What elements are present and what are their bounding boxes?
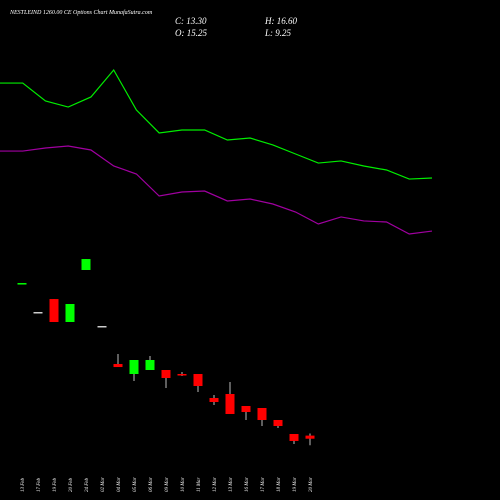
candle-body xyxy=(209,398,219,402)
x-tick-label: 19 Feb xyxy=(53,477,58,492)
candle-body xyxy=(193,374,203,386)
candle-body xyxy=(177,374,187,376)
candle-body xyxy=(161,370,171,378)
close-label: C: 13.30 xyxy=(175,16,207,26)
x-tick-label: 19 Mar xyxy=(293,477,298,492)
x-tick-label: 04 Mar xyxy=(117,477,122,492)
low-label: L: 9.25 xyxy=(264,28,292,38)
candle-body xyxy=(225,394,235,414)
open-label: O: 15.25 xyxy=(175,28,207,38)
candle-body xyxy=(65,304,75,322)
high-label: H: 16.60 xyxy=(264,16,297,26)
x-tick-label: 10 Mar xyxy=(181,477,186,492)
x-tick-label: 11 Mar xyxy=(197,477,202,492)
x-tick-label: 17 Mar xyxy=(261,477,266,492)
indicator-line xyxy=(0,68,433,180)
candle-body xyxy=(81,259,91,270)
candle-body xyxy=(145,360,155,370)
x-tick-label: 16 Mar xyxy=(245,477,250,492)
x-tick-label: 17 Feb xyxy=(37,477,42,492)
candle-body xyxy=(113,364,123,368)
x-tick-label: 09 Mar xyxy=(165,477,170,492)
x-tick-label: 18 Mar xyxy=(277,477,282,492)
candle-body xyxy=(49,299,59,322)
chart-title: NESTLEIND 1260.00 CE Options Chart Munaf… xyxy=(9,9,153,16)
x-tick-label: 20 Mar xyxy=(309,477,314,492)
candle-body xyxy=(305,435,315,439)
x-tick-label: 02 Mar xyxy=(101,477,106,492)
candle-body xyxy=(17,283,27,285)
candle-body xyxy=(273,420,283,426)
candle-body xyxy=(97,326,107,328)
indicator-line xyxy=(0,145,433,235)
x-tick-label: 13 Feb xyxy=(21,477,26,492)
x-tick-label: 13 Mar xyxy=(229,477,234,492)
candle-body xyxy=(33,312,43,314)
x-tick-label: 12 Mar xyxy=(213,477,218,492)
x-tick-label: 24 Feb xyxy=(85,477,90,492)
candle-body xyxy=(289,434,299,441)
x-tick-label: 20 Feb xyxy=(69,477,74,492)
candle-body xyxy=(241,406,251,412)
x-tick-label: 06 Mar xyxy=(149,477,154,492)
candle-body xyxy=(257,408,267,420)
x-tick-label: 05 Mar xyxy=(133,477,138,492)
candle-body xyxy=(129,360,139,374)
